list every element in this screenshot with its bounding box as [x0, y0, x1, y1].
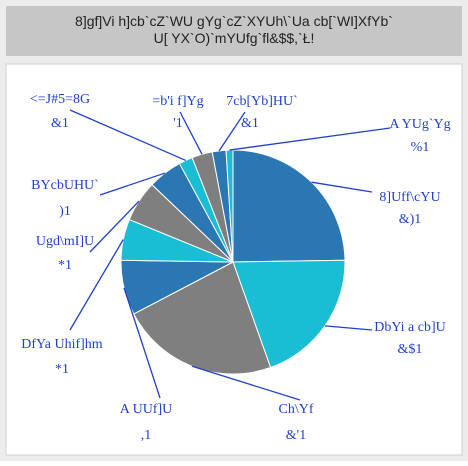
leader-line — [311, 181, 373, 193]
value-label: *1 — [58, 258, 72, 273]
value-label: %1 — [411, 140, 430, 155]
slice-label: Ch\Yf — [279, 402, 314, 417]
slice-label: 8]Uff\cYU — [379, 190, 440, 205]
value-label: &$1 — [398, 342, 423, 357]
value-label: ,1 — [141, 428, 152, 443]
leader-line — [123, 287, 161, 399]
slice-label: =b'i f]Yg — [152, 94, 203, 109]
pie-slice — [232, 149, 346, 263]
leader-line — [218, 111, 246, 152]
value-label: &'1 — [286, 428, 306, 443]
slice-label: 7cb[Yb]HU` — [226, 94, 298, 109]
chart-title: 8]gf]Vi h]cb`cZ`WU gYg`cZ`XYUh\`Ua cb[`W… — [75, 13, 393, 46]
slice-label: DfYa Uhif]hm — [21, 337, 103, 352]
value-label: &1 — [51, 116, 69, 131]
leader-line — [69, 239, 124, 331]
value-label: )1 — [59, 204, 71, 219]
leader-line — [89, 200, 140, 253]
slice-label: BYcbUHU` — [31, 178, 99, 193]
slice-label: A UUf]U — [120, 402, 173, 417]
leader-line — [69, 109, 187, 162]
value-label: &1 — [241, 116, 259, 131]
leader-line — [191, 365, 301, 401]
pie-slice — [232, 259, 346, 369]
value-label: '1 — [173, 116, 183, 131]
leader-line — [99, 172, 166, 196]
slice-label: DbYi a cb]U — [374, 320, 446, 335]
slice-label: <=J#5=8G — [30, 92, 90, 107]
slice-label: Ugd\mI]U — [36, 234, 94, 249]
title-box — [6, 6, 462, 56]
leader-line — [179, 111, 203, 155]
leader-line — [229, 127, 391, 151]
slice-label: A YUg`Yg — [389, 117, 450, 132]
leader-line — [324, 325, 373, 331]
value-label: *1 — [55, 362, 69, 377]
value-label: &)1 — [399, 212, 422, 227]
